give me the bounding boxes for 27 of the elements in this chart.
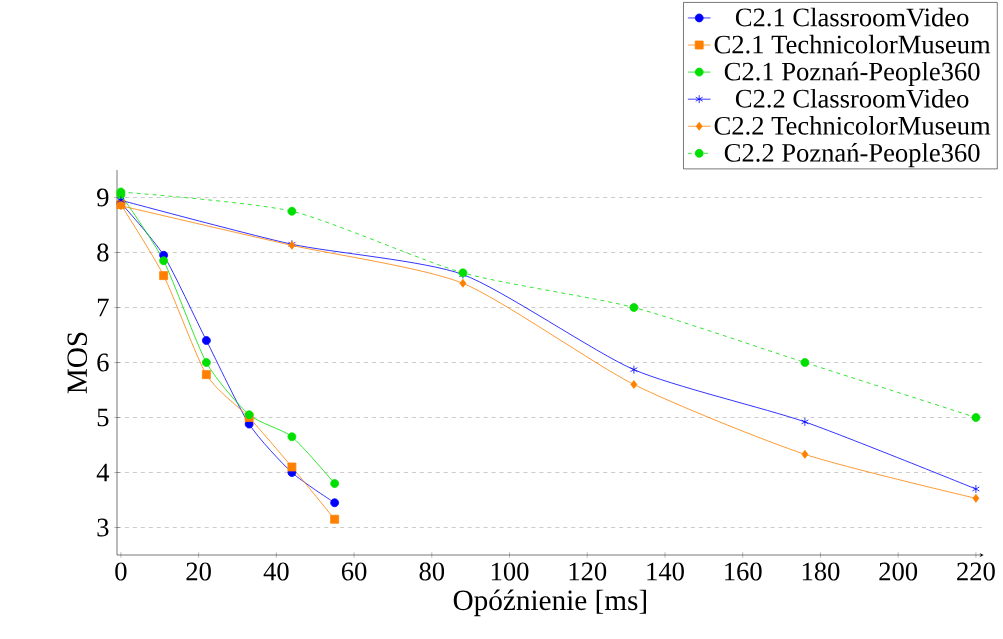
y-tick-label: 9 bbox=[97, 188, 109, 207]
y-tick-label: 6 bbox=[97, 353, 109, 372]
legend-label: C2.1 ClassroomVideo bbox=[735, 7, 969, 27]
y-axis-title: MOS bbox=[67, 332, 88, 394]
x-axis-title: Opóźnienie [ms] bbox=[453, 589, 646, 617]
x-tick-label: 100 bbox=[491, 562, 529, 581]
legend-label: C2.1 TechnicolorMuseum bbox=[714, 34, 991, 54]
legend-label: C2.2 TechnicolorMuseum bbox=[714, 116, 991, 135]
x-tick-label: 220 bbox=[957, 562, 995, 581]
x-tick-label: 60 bbox=[341, 562, 367, 581]
y-tick-label: 5 bbox=[97, 408, 109, 427]
y-tick-label: 4 bbox=[96, 463, 110, 482]
legend-label: C2.2 ClassroomVideo bbox=[735, 88, 969, 108]
legend-label: C2.2 Poznań-People360 bbox=[724, 143, 980, 168]
x-tick-label: 0 bbox=[115, 562, 127, 581]
y-tick-label: 3 bbox=[97, 518, 109, 537]
legend-label: C2.1 Poznań-People360 bbox=[724, 61, 980, 86]
x-tick-label: 180 bbox=[802, 562, 840, 581]
x-tick-label: 120 bbox=[569, 562, 607, 581]
x-tick-label: 20 bbox=[186, 562, 211, 581]
x-tick-label: 200 bbox=[879, 562, 918, 581]
y-tick-label: 8 bbox=[97, 243, 109, 262]
x-tick-label: 40 bbox=[263, 562, 289, 581]
x-tick-label: 140 bbox=[647, 562, 684, 581]
y-tick-label: 7 bbox=[97, 298, 109, 317]
x-tick-label: 160 bbox=[725, 562, 762, 581]
x-tick-label: 80 bbox=[419, 562, 445, 581]
